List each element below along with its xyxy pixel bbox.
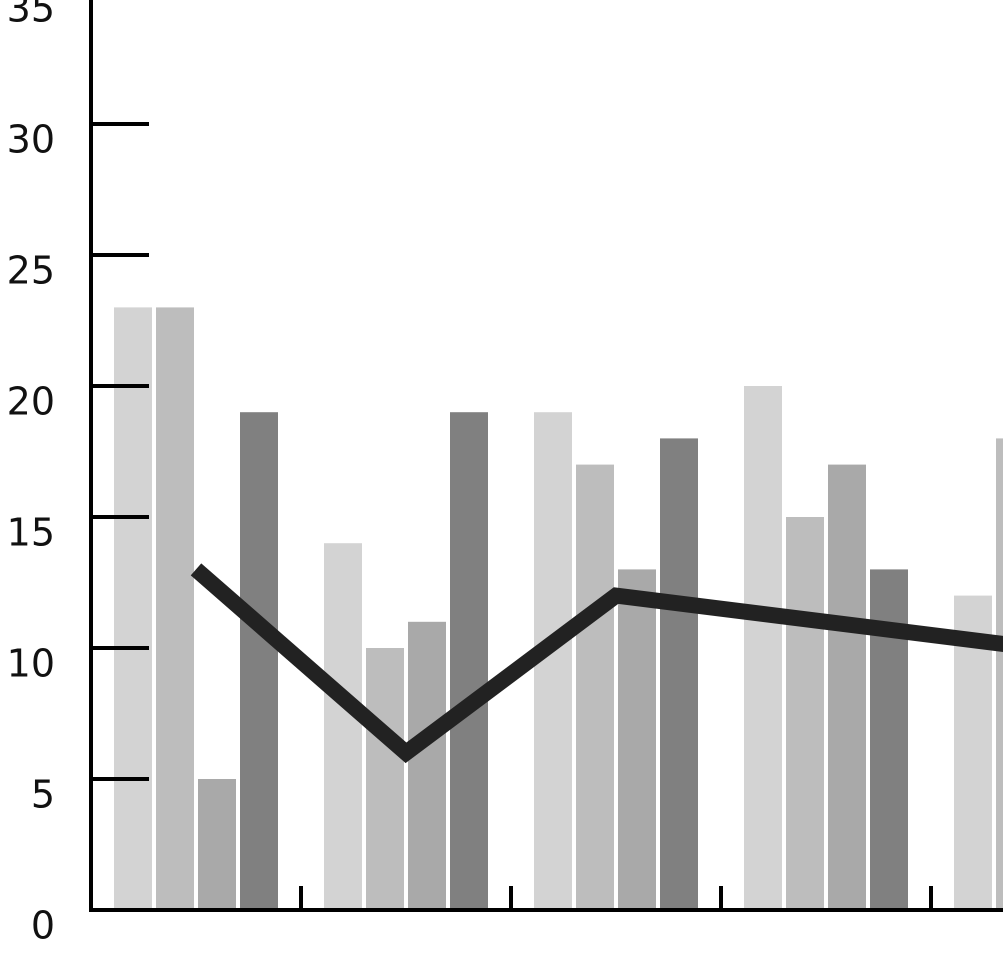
bar [618, 569, 656, 910]
bar [450, 412, 488, 910]
bar [660, 438, 698, 910]
y-tick-label: 10 [7, 642, 55, 686]
bar [786, 517, 824, 910]
bar [198, 779, 236, 910]
bar [408, 621, 446, 910]
y-tick-label: 0 [31, 904, 55, 948]
y-tick-label: 25 [7, 249, 55, 293]
y-tick-label: 5 [31, 773, 55, 817]
bar [576, 464, 614, 910]
bar [156, 307, 194, 910]
y-tick-label: 15 [7, 511, 55, 555]
bar [324, 543, 362, 910]
bar [114, 307, 152, 910]
bar [366, 648, 404, 910]
bar [996, 438, 1003, 910]
bar [828, 464, 866, 910]
y-tick-label: 35 [7, 0, 55, 31]
y-tick-label: 30 [7, 118, 55, 162]
bar [744, 386, 782, 910]
bar [240, 412, 278, 910]
line-series [190, 563, 1003, 764]
y-tick-label: 20 [7, 380, 55, 424]
